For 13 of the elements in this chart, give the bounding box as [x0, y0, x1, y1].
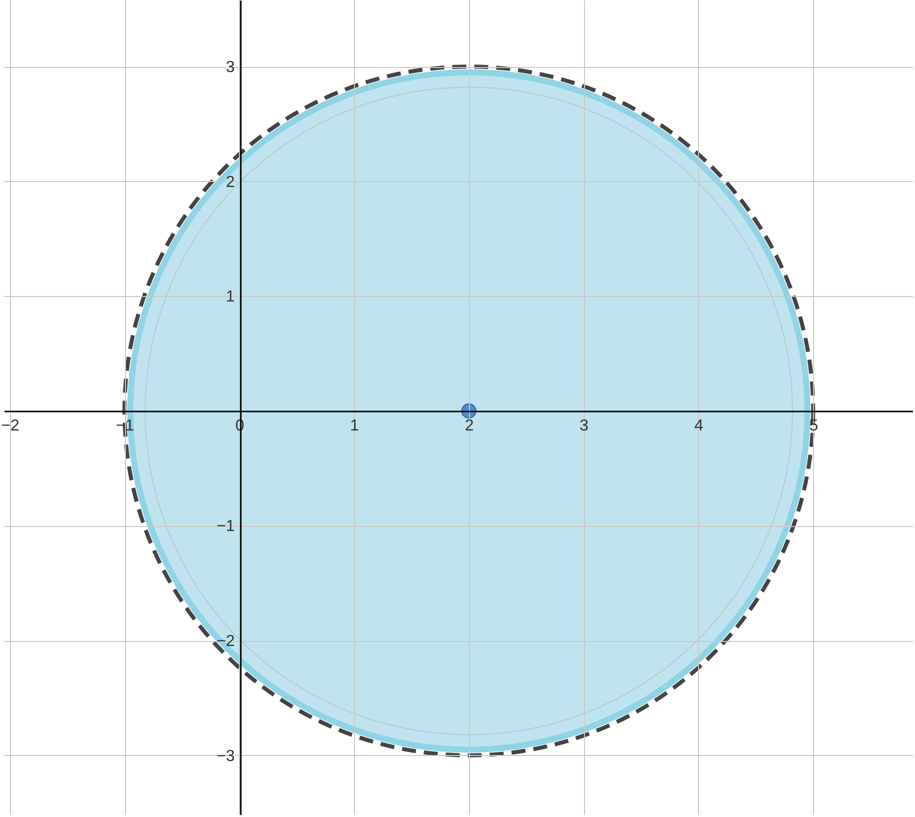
y-tick-label: 2 [226, 174, 235, 191]
x-tick-label: 4 [694, 417, 704, 434]
y-tick-label: 1 [226, 288, 235, 306]
y-tick-label: −2 [216, 633, 235, 650]
x-tick-label: 2 [464, 417, 474, 434]
y-tick-label: 3 [226, 59, 235, 76]
y-tick-label: −1 [216, 518, 235, 536]
x-tick-label: 1 [350, 417, 360, 434]
y-tick-label: −3 [216, 748, 235, 765]
x-tick-label: −2 [1, 417, 20, 434]
x-tick-label: −1 [116, 417, 134, 434]
x-tick-label: 3 [580, 417, 589, 434]
x-tick-label: 5 [809, 417, 818, 434]
